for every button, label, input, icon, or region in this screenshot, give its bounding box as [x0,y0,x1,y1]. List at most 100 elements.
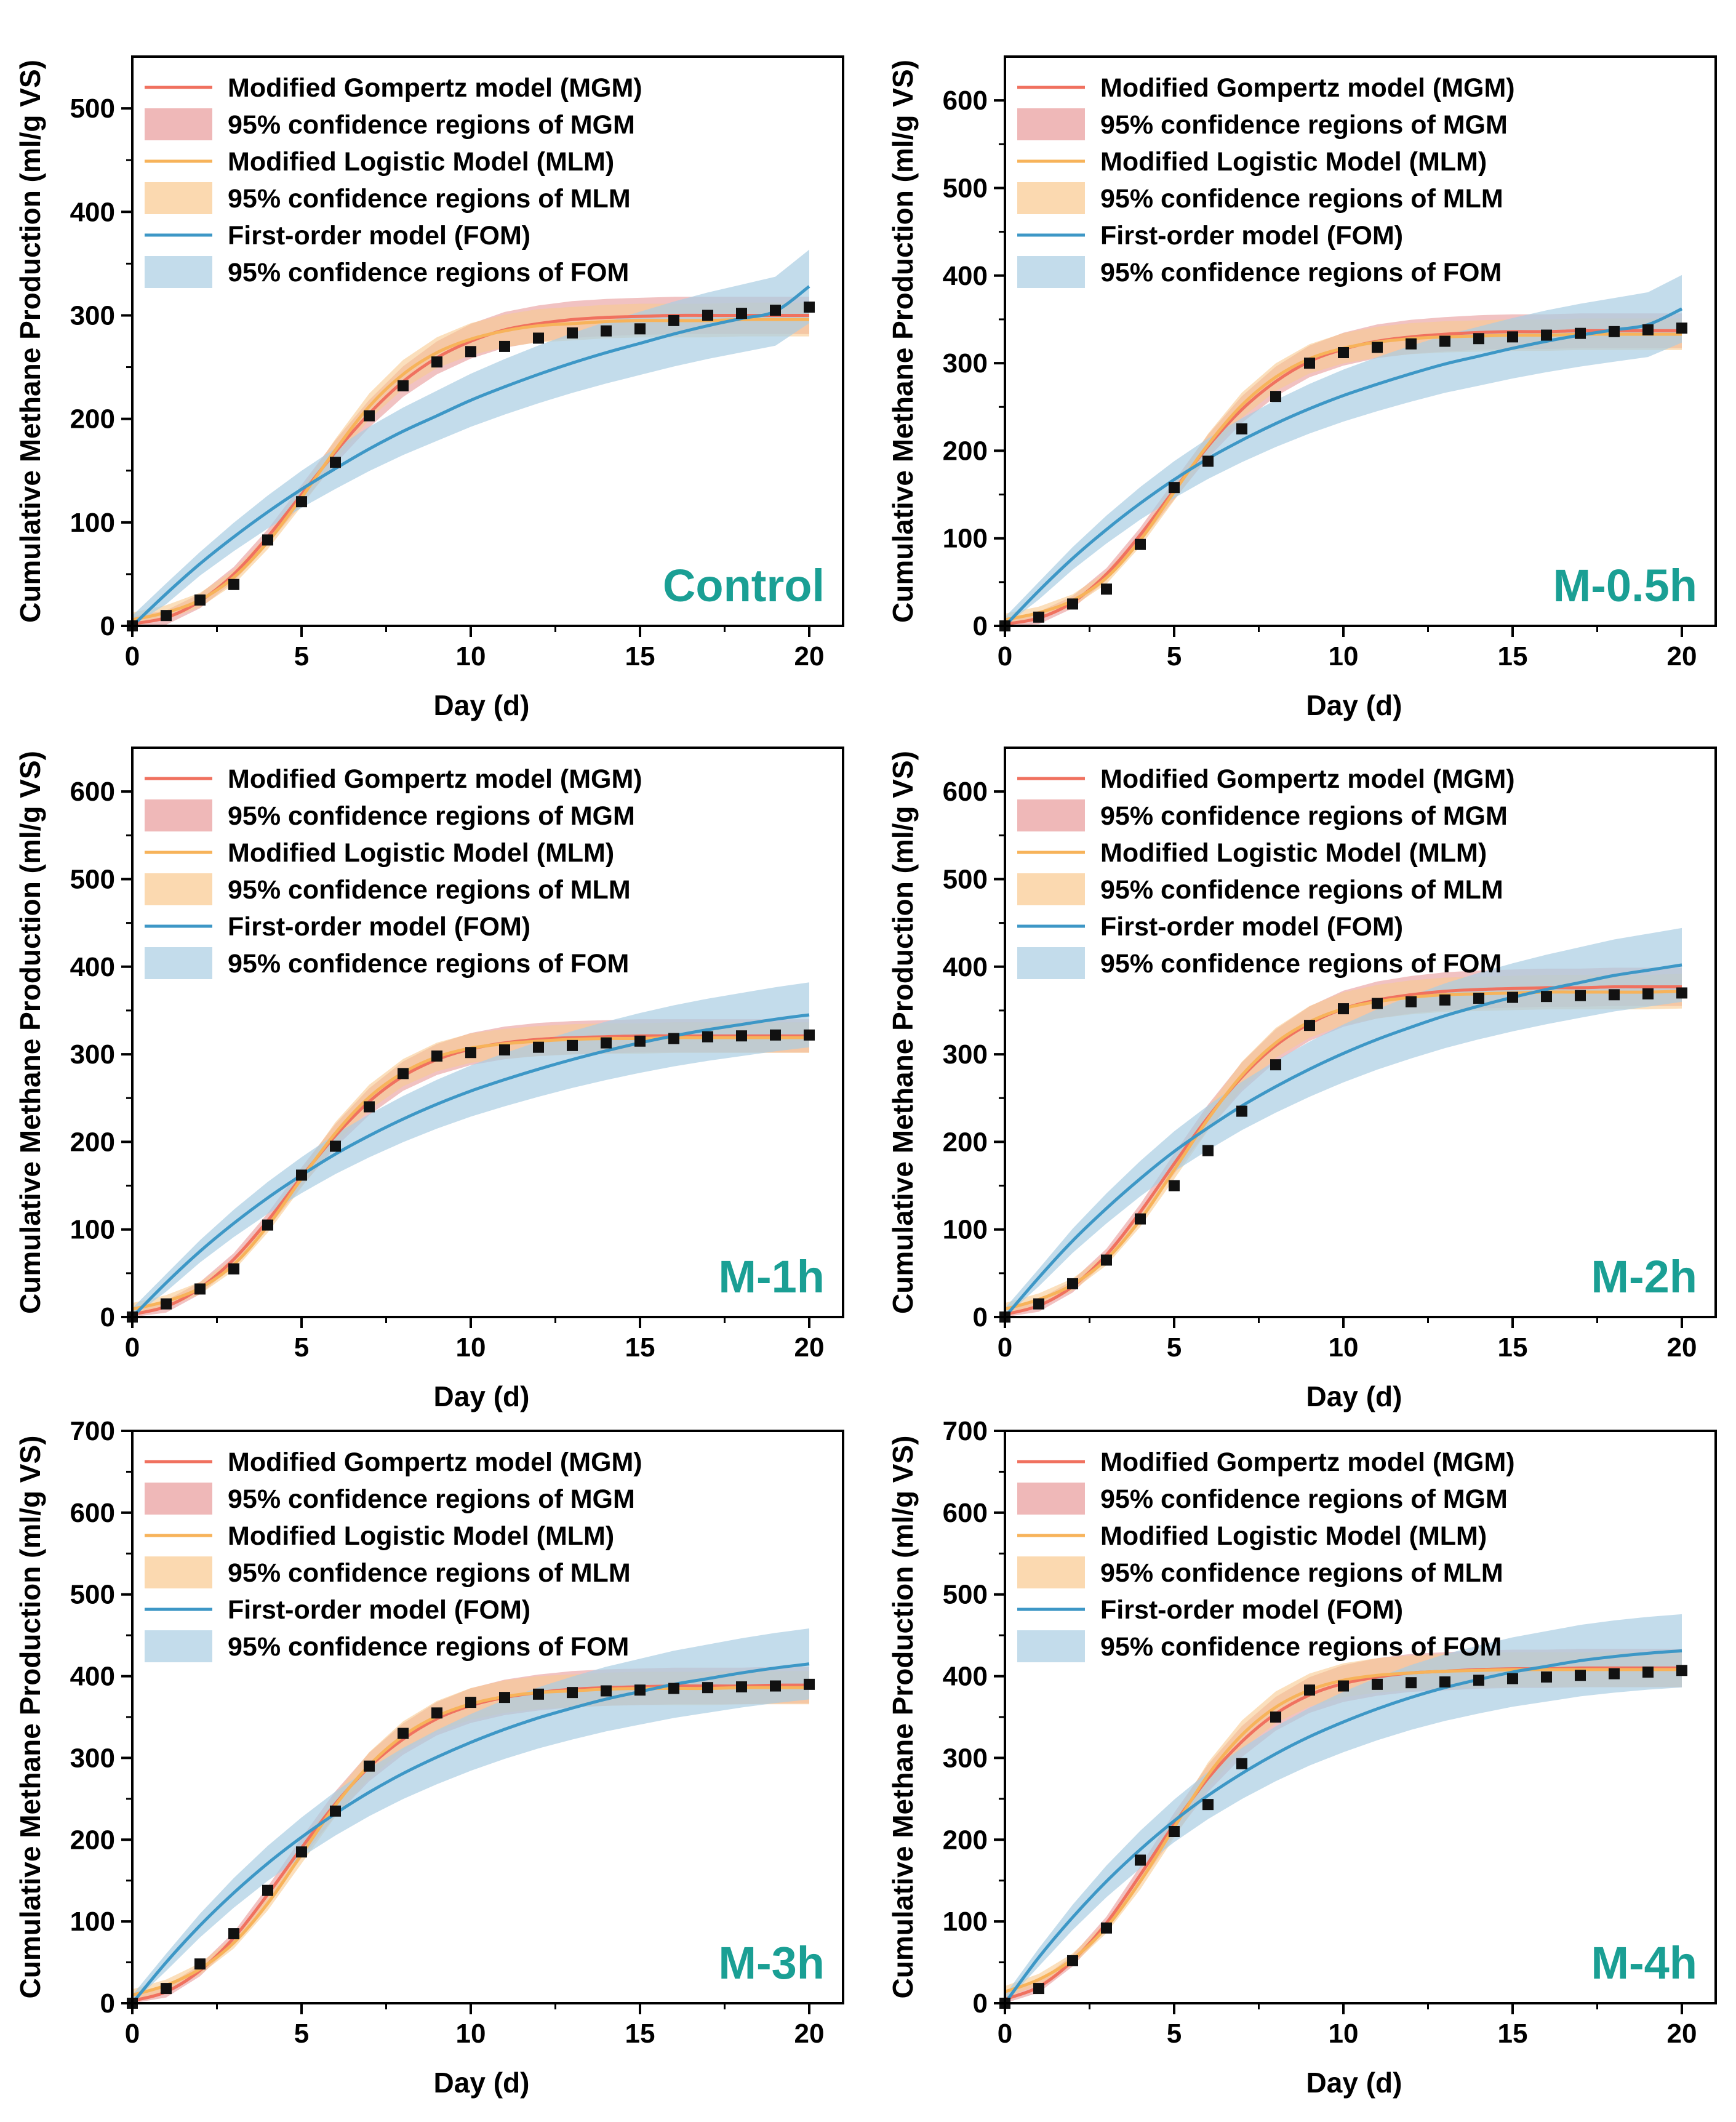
data-point [465,1047,476,1059]
y-tick-label: 200 [943,1127,988,1157]
y-axis-title: Cumulative Methane Production (ml/g VS) [14,751,46,1314]
legend-label: 95% confidence regions of MLM [228,875,631,905]
plot-frame [1004,747,1717,1318]
model-line-fom [1004,307,1683,627]
data-point [1473,993,1484,1004]
legend-label: First-order model (FOM) [1100,221,1403,250]
x-tick-label: 15 [625,2019,655,2049]
legend-swatch-band [1017,799,1085,831]
data-point [1541,1671,1552,1683]
model-line-fom [131,1013,810,1318]
x-axis-title: Day (d) [1306,1380,1402,1412]
data-point [330,1805,341,1817]
data-point [1236,1758,1247,1769]
data-point [1067,1278,1078,1289]
data-point [1642,1666,1654,1678]
data-point [770,1680,781,1692]
legend-label: First-order model (FOM) [228,221,530,250]
y-tick-label: 0 [973,611,988,641]
data-point [398,1068,409,1079]
legend-label: 95% confidence regions of FOM [228,258,629,287]
data-point [1507,1673,1518,1684]
y-tick-label: 500 [70,94,115,124]
data-point [1304,358,1315,369]
x-tick-label: 0 [125,2019,140,2049]
panel-label: M-1h [718,1251,825,1302]
model-line-mlm [132,1036,809,1311]
data-point [398,1728,409,1739]
panel-label: M-2h [1591,1251,1697,1302]
legend-label: 95% confidence regions of MLM [1100,875,1503,905]
y-axis-title: Cumulative Methane Production (ml/g VS) [887,1436,919,1999]
panel-label: M-4h [1591,1937,1697,1988]
data-point [736,1681,747,1692]
legend-label: Modified Gompertz model (MGM) [228,764,642,794]
y-tick-label: 400 [943,1662,988,1692]
data-point [499,1044,510,1055]
y-tick-label: 400 [70,197,115,227]
data-point [1541,991,1552,1003]
data-point [1135,539,1146,550]
data-point [804,1678,815,1690]
y-tick-label: 0 [100,611,115,641]
data-point [1541,329,1552,341]
x-axis-title: Day (d) [434,2067,530,2099]
model-line-mgm [1004,329,1682,626]
x-tick-label: 10 [1329,1332,1359,1363]
data-point [1676,1665,1687,1676]
y-tick-label: 200 [943,436,988,466]
data-point [601,1037,612,1049]
y-tick-label: 100 [943,1907,988,1937]
y-tick-label: 600 [943,777,988,807]
x-tick-label: 15 [625,1332,655,1363]
y-tick-label: 400 [943,261,988,291]
data-point [1575,990,1586,1001]
data-point [533,1688,544,1700]
y-tick-label: 0 [973,1302,988,1332]
data-point [601,325,612,337]
data-point [330,457,341,468]
model-line-mlm [1004,990,1682,1311]
data-point [499,340,510,352]
panel-label: M-0.5h [1553,560,1697,611]
data-point [1338,1003,1349,1015]
x-tick-label: 5 [294,641,309,671]
data-point [194,1958,206,1970]
data-point [161,1298,172,1310]
data-point [262,1219,273,1231]
model-line-fom [1003,1649,1682,2004]
data-point [601,1685,612,1697]
data-point [194,1283,206,1295]
data-point [1236,423,1247,434]
x-tick-label: 5 [1167,2019,1182,2049]
data-point [1033,611,1044,623]
data-point [1338,1680,1349,1692]
legend-label: 95% confidence regions of FOM [1100,258,1502,287]
x-tick-label: 5 [294,1332,309,1363]
model-line-mlm [1004,1668,1682,1993]
x-tick-label: 15 [1498,2019,1528,2049]
x-tick-label: 20 [794,2019,825,2049]
data-point [1473,1675,1484,1686]
data-point [364,1101,375,1113]
data-point [804,302,815,313]
y-tick-label: 200 [943,1825,988,1855]
y-tick-label: 500 [70,864,115,894]
y-tick-label: 200 [70,1127,115,1157]
data-point [1372,998,1383,1009]
x-tick-label: 20 [1667,2019,1697,2049]
legend: Modified Gompertz model (MGM) 95% confide… [1017,73,1515,288]
y-tick-label: 600 [943,86,988,116]
y-tick-label: 400 [70,1662,115,1692]
model-line-mlm [132,1686,809,1997]
data-point [533,332,544,344]
data-point [1372,1678,1383,1690]
legend-label: 95% confidence regions of MLM [228,1558,631,1588]
x-tick-label: 0 [998,641,1012,671]
legend-label: First-order model (FOM) [1100,912,1403,942]
legend-label: First-order model (FOM) [228,1595,530,1625]
x-tick-label: 10 [1329,641,1359,671]
data-point [1101,583,1112,595]
y-axis-title: Cumulative Methane Production (ml/g VS) [14,60,46,623]
x-tick-label: 0 [125,1332,140,1363]
